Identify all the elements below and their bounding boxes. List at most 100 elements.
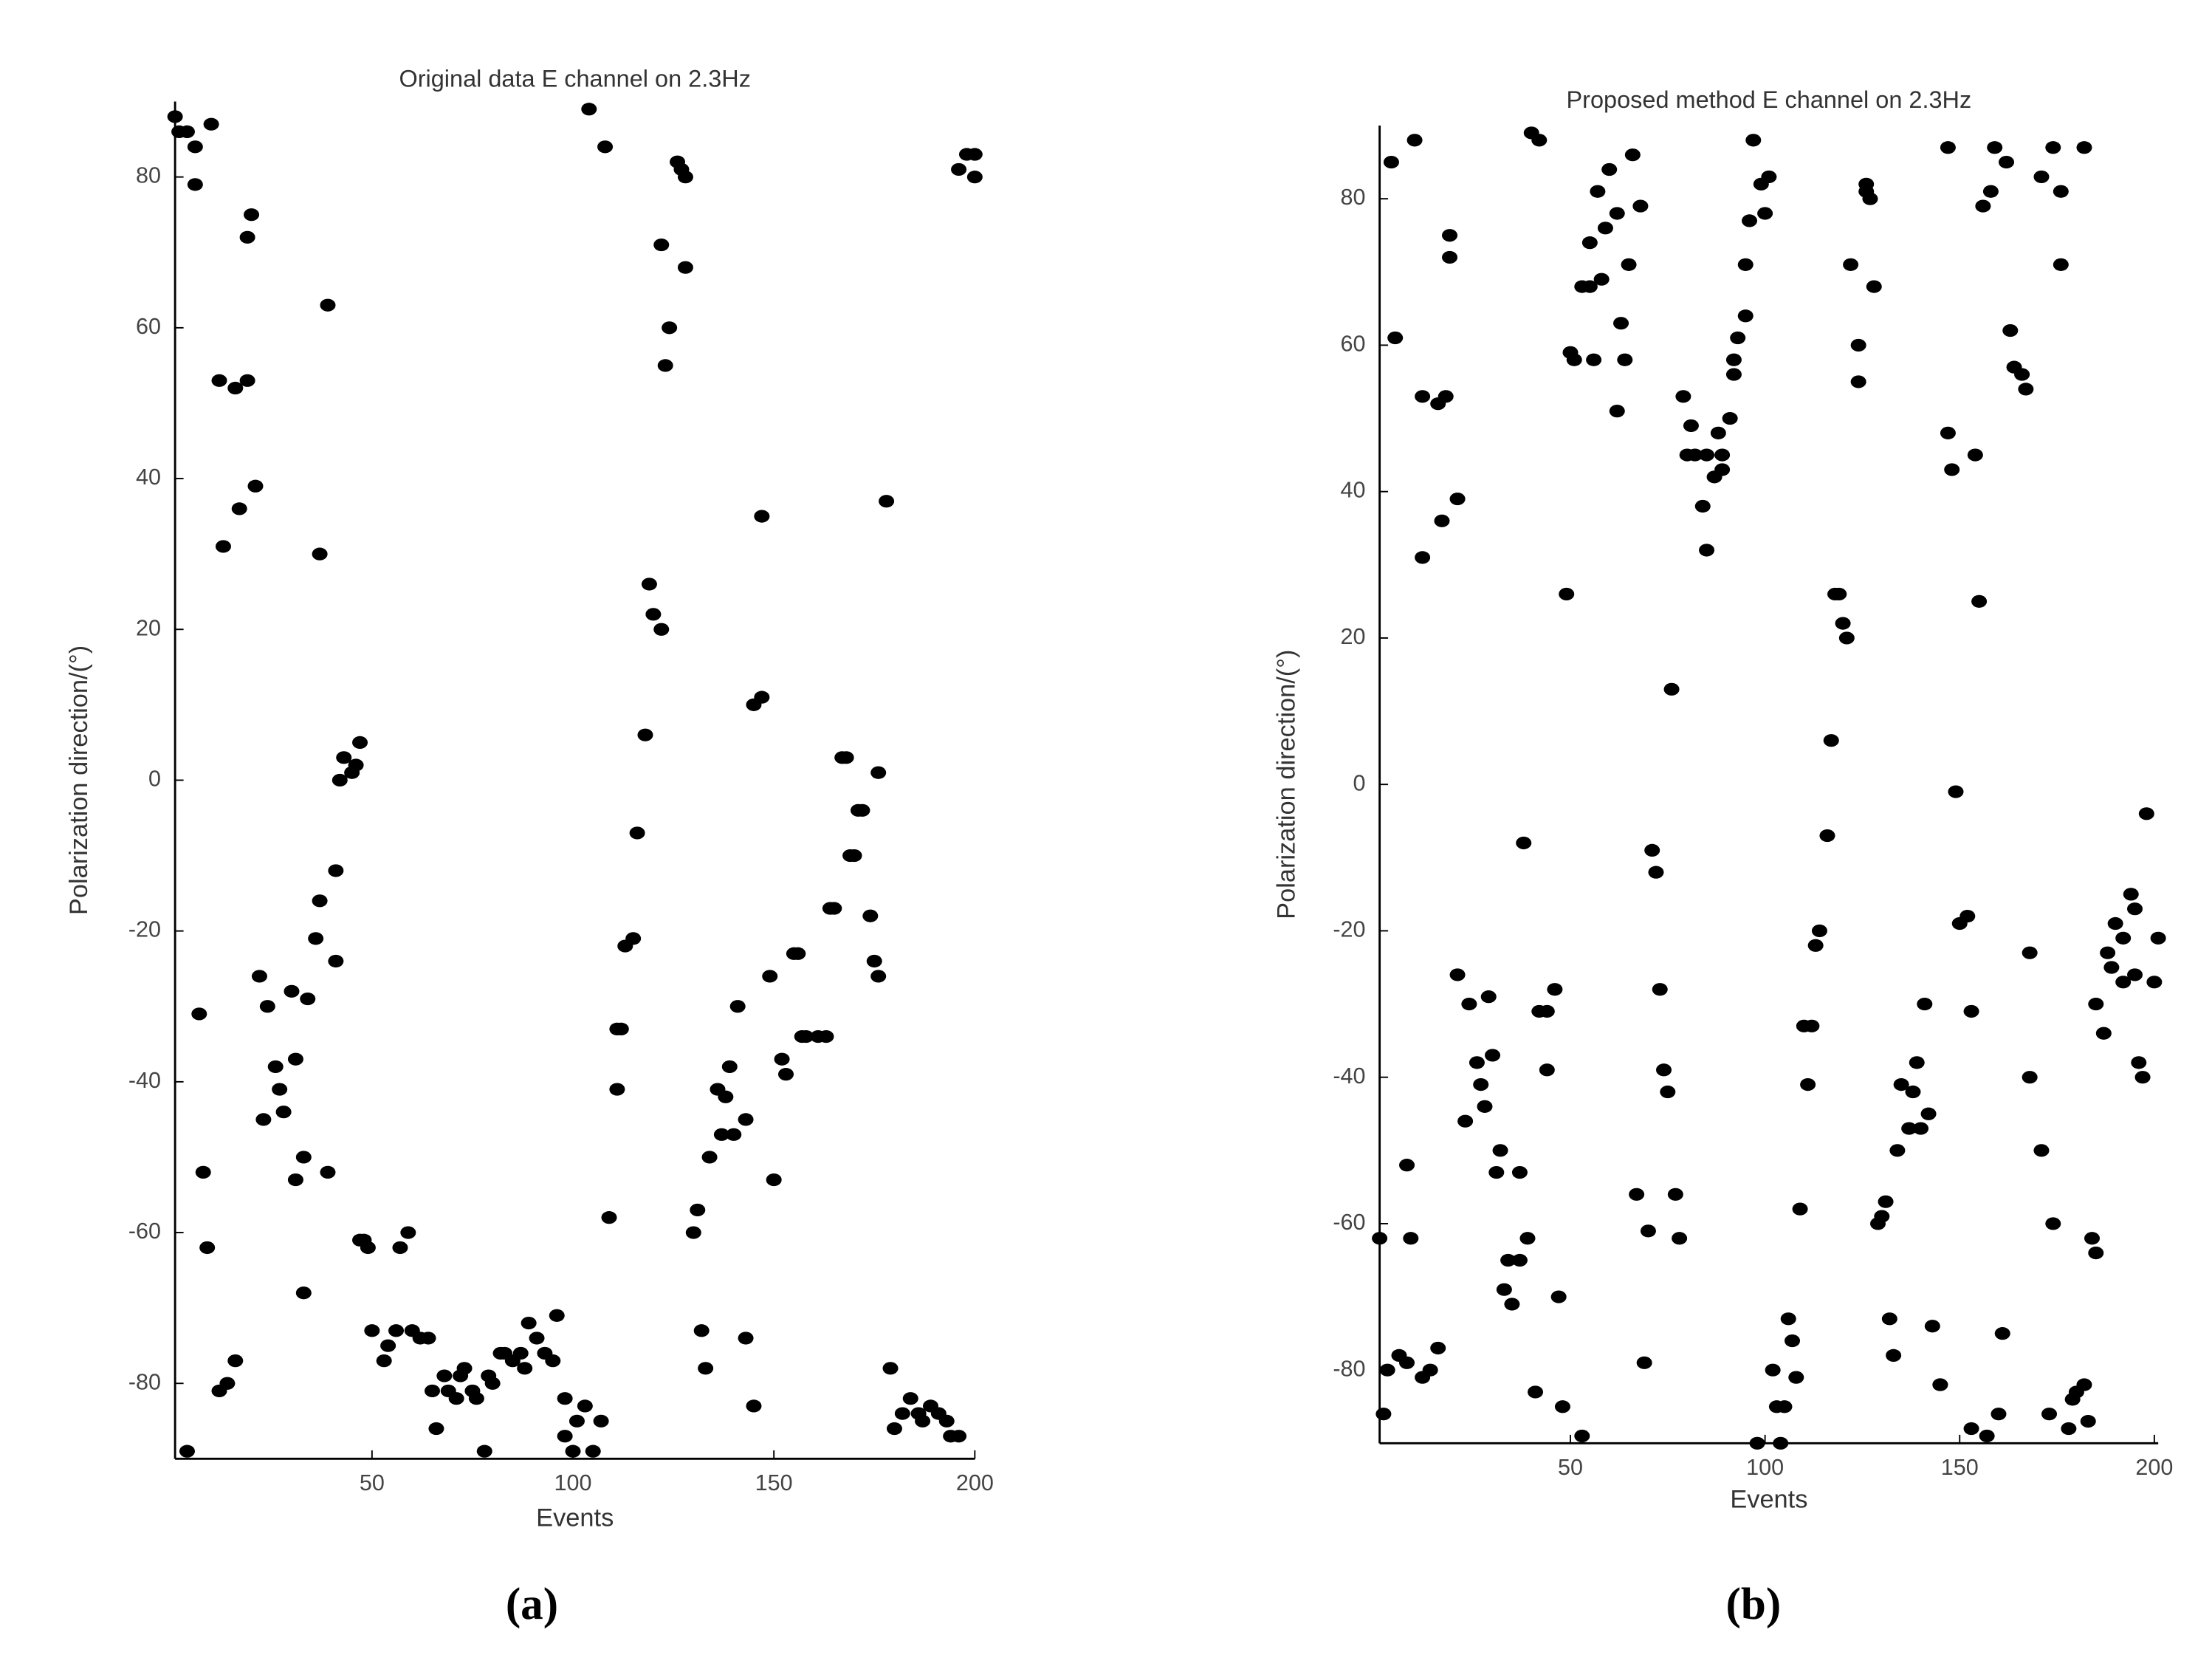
x-axis-label: Events [536,1504,614,1532]
data-point [1586,353,1602,366]
data-point [1399,1159,1415,1172]
data-point [521,1316,537,1330]
data-point [1745,134,1762,147]
data-point [227,381,244,395]
data-point [894,1407,910,1420]
data-point [609,1083,625,1096]
data-point [424,1384,441,1398]
data-point [653,623,670,636]
data-point [1987,141,2003,154]
data-point [328,864,344,877]
data-point [1644,843,1660,857]
data-point [2100,946,2116,959]
data-point [1866,280,1882,293]
data-point [1632,199,1649,213]
data-point [585,1444,601,1458]
data-point [2127,902,2143,916]
data-point [1811,924,1827,938]
data-point [1675,390,1691,403]
data-point [1944,463,1960,476]
data-point [2115,931,2132,945]
y-tick-label: 20 [1341,624,1366,649]
data-point [625,932,642,945]
data-point [456,1362,473,1375]
data-point [1609,405,1625,418]
data-point [400,1226,416,1239]
data-point [938,1414,955,1428]
data-point [1831,587,1847,601]
data-point [601,1211,617,1224]
data-point [777,1068,794,1081]
data-point [1850,375,1866,388]
data-point [1838,631,1855,645]
data-point [1415,390,1431,403]
data-point [1593,273,1610,286]
y-axis-label: Polarization direction/(°) [1273,650,1301,919]
data-point [1406,134,1423,147]
data-point [247,479,264,493]
data-point [259,1000,275,1013]
panel-label: (a) [506,1580,558,1629]
y-tick-label: -80 [1333,1356,1365,1381]
data-point [275,1106,292,1119]
data-point [677,171,693,184]
data-point [545,1354,561,1368]
data-point [1640,1224,1656,1238]
data-point [2095,1027,2112,1040]
data-point [215,540,231,553]
data-point [1511,1165,1528,1179]
data-point [1714,448,1731,462]
data-point [1886,1348,1902,1362]
data-point [685,1226,701,1239]
data-point [420,1332,436,1345]
data-point [1971,594,1988,608]
data-point [870,766,887,779]
data-point [1461,997,1477,1011]
y-tick-label: -80 [128,1369,161,1394]
data-point [738,1113,754,1126]
data-point [951,162,967,177]
data-point [1372,1232,1388,1245]
data-point [312,547,328,561]
data-point [846,849,862,863]
data-point [1504,1298,1520,1311]
data-point [798,1029,814,1043]
data-point [2123,888,2139,901]
data-point [1862,192,1878,205]
y-tick-label: -60 [1333,1210,1365,1235]
data-point [1737,309,1754,323]
data-point [1975,199,1991,213]
data-point [1469,1056,1485,1069]
data-point [866,954,882,968]
data-point [295,1151,312,1164]
data-point [2033,170,2050,184]
data-point [1480,990,1497,1004]
data-point [613,1022,629,1035]
data-point [1730,331,1746,345]
data-point [231,502,247,515]
data-point [1375,1408,1392,1421]
data-point [729,1000,746,1013]
data-point [380,1339,396,1352]
data-point [2127,968,2143,981]
data-point [1959,910,1976,923]
data-point [191,1007,207,1021]
data-point [1531,134,1548,147]
data-point [1434,514,1450,527]
data-point [557,1392,573,1405]
data-point [1566,353,1582,366]
data-point [1807,939,1824,952]
data-point [653,238,670,252]
data-point [203,117,219,131]
data-point [1383,155,1399,169]
data-point [1878,1195,1894,1208]
data-point [1442,250,1458,264]
data-point [1749,1436,1765,1450]
data-point [2045,1217,2061,1230]
data-point [1477,1100,1493,1113]
data-point [951,1430,967,1443]
data-point [512,1346,529,1360]
data-point [1699,448,1715,462]
data-point [1694,499,1711,513]
